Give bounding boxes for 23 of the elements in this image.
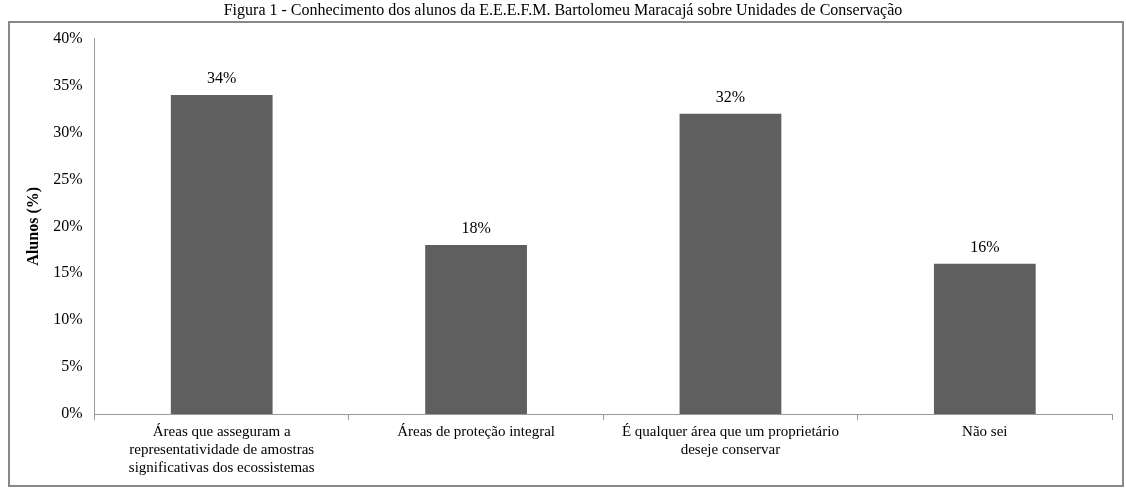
y-tick-label: 15% (53, 263, 83, 281)
data-label: 34% (207, 69, 237, 87)
y-tick-label: 5% (61, 357, 83, 375)
x-tick-label: Áreas que asseguram a representatividade de amostras significativas dos ecossistemas (128, 422, 315, 475)
y-tick-label: 30% (53, 122, 83, 140)
bar (425, 245, 527, 414)
y-tick-label: 40% (53, 28, 83, 46)
y-axis-title: Alunos (%) (23, 186, 42, 266)
data-label: 18% (461, 219, 491, 237)
x-tick-label: Não sei (962, 422, 1008, 439)
bar (170, 94, 273, 414)
y-tick-label: 10% (53, 310, 83, 328)
y-tick-label: 0% (61, 404, 83, 422)
y-tick-label: 25% (53, 169, 83, 187)
y-tick-label: 20% (53, 216, 83, 234)
chart-title: Figura 1 - Conhecimento dos alunos da E.E.E.F.M. Bartolomeu Maracajá sobre Unidades de Conservação (222, 0, 904, 20)
x-tick-label: Áreas de proteção integral (397, 422, 555, 439)
y-tick-label: 35% (53, 75, 83, 93)
data-label: 32% (715, 87, 746, 105)
bar (933, 263, 1036, 414)
data-label: 16% (970, 238, 1000, 256)
x-tick-label: É qualquer área que um proprietário deseje conservar (621, 422, 839, 457)
bar (679, 113, 782, 414)
